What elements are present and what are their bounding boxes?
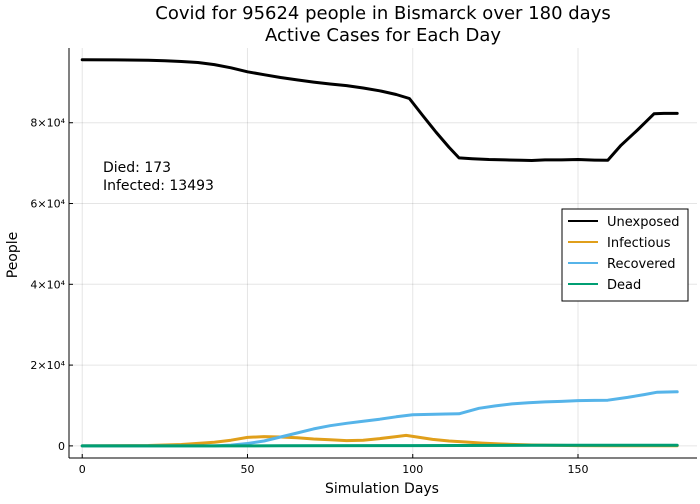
x-tick-label: 100 [402, 463, 423, 476]
x-tick-label: 0 [79, 463, 86, 476]
legend-label-recovered: Recovered [607, 257, 676, 272]
y-tick-label: 8×10⁴ [30, 117, 65, 130]
annotation-infected: Infected: 13493 [103, 178, 214, 194]
y-tick-label: 0 [58, 440, 65, 453]
x-axis-label: Simulation Days [325, 481, 439, 497]
axes [68, 48, 697, 459]
annotation-died: Died: 173 [103, 160, 171, 176]
chart-title-line1: Covid for 95624 people in Bismarck over … [155, 3, 610, 24]
series-line-recovered [80, 390, 679, 448]
y-tick-label: 6×10⁴ [30, 198, 65, 211]
series-lines [80, 58, 679, 448]
series-line-dead [80, 443, 679, 448]
series-line-unexposed [80, 58, 679, 162]
chart-title-line2: Active Cases for Each Day [265, 25, 501, 46]
tick-labels: 0 50 100 150 0 2×10⁴ 4×10⁴ 6×10⁴ 8×10⁴ [30, 117, 588, 476]
y-tick-label: 4×10⁴ [30, 278, 65, 291]
y-tick-label: 2×10⁴ [30, 359, 65, 372]
legend-label-unexposed: Unexposed [607, 215, 679, 230]
x-tick-label: 150 [568, 463, 589, 476]
legend: Unexposed Infectious Recovered Dead [561, 208, 689, 302]
legend-label-infectious: Infectious [607, 236, 671, 251]
x-tick-label: 50 [240, 463, 254, 476]
legend-label-dead: Dead [607, 278, 641, 293]
legend-box [561, 208, 689, 302]
y-axis-label: People [5, 232, 21, 279]
